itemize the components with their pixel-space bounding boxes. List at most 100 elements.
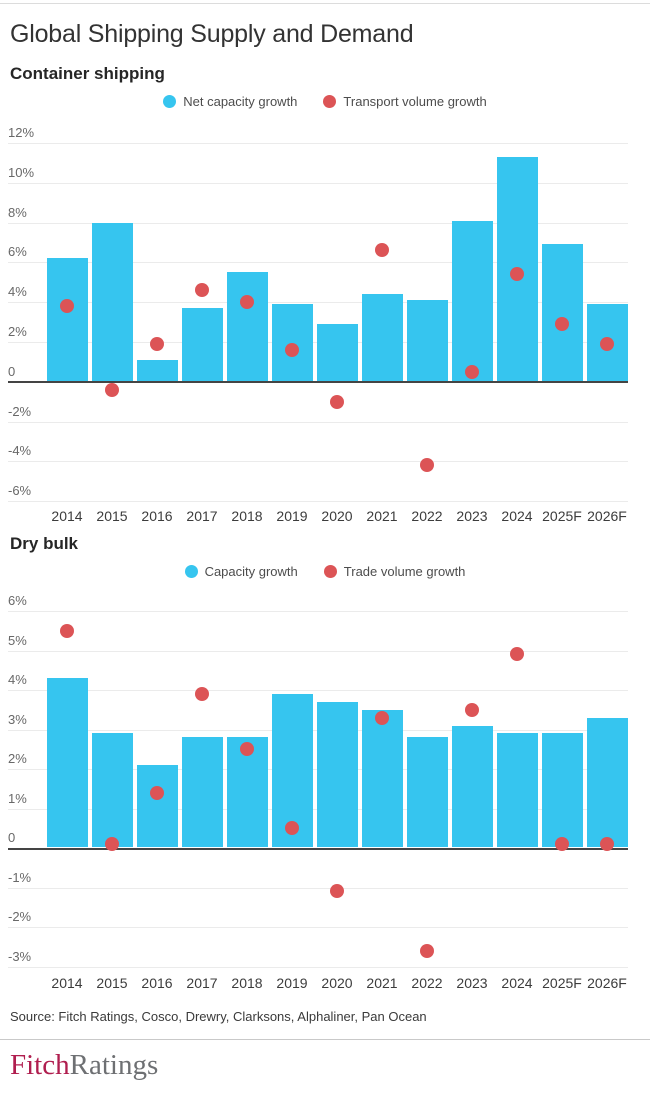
y-tick-label: -2% — [8, 909, 32, 924]
dot-2019 — [285, 342, 299, 357]
bar-2017 — [181, 308, 223, 381]
bar-2021 — [361, 294, 403, 381]
x-tick-label: 2023 — [456, 974, 488, 991]
bar-2024 — [496, 733, 538, 847]
x-tick-label: 2016 — [141, 508, 173, 525]
x-tick-label: 2022 — [411, 508, 443, 525]
blue-dot-icon — [184, 564, 198, 578]
top-rule — [0, 3, 650, 4]
x-tick-label: 2018 — [231, 508, 263, 525]
dot-2014 — [60, 623, 74, 638]
legend-item-capacity-growth: Capacity growth — [184, 563, 298, 579]
chart2-title: Dry bulk — [10, 534, 79, 553]
dot-2025F — [555, 837, 569, 852]
bar-2025F — [541, 244, 583, 381]
bar-2015 — [91, 733, 133, 847]
y-tick-label: -1% — [8, 869, 32, 885]
source-text: Source: Fitch Ratings, Cosco, Drewry, Cl… — [10, 1009, 427, 1024]
y-tick-label: -4% — [8, 443, 32, 459]
dot-2015 — [105, 382, 119, 397]
bar-2022 — [406, 300, 448, 381]
dry-bulk-plot: 6% 5% 4% 3% 2% 1% 0 -1% -2% -3% 2014 2015 2016 2017 20… — [0, 593, 650, 993]
x-tick-label: 2022 — [411, 974, 443, 991]
bar-2017 — [181, 737, 223, 847]
bar-2019 — [271, 304, 313, 381]
red-dot-icon — [323, 94, 337, 108]
y-tick-label: 4% — [8, 284, 27, 300]
x-tick-label: 2014 — [51, 508, 83, 525]
bar-2021 — [361, 709, 403, 847]
x-tick-label: 2023 — [456, 508, 488, 525]
dot-2024 — [510, 647, 524, 662]
x-tick-label: 2014 — [51, 974, 83, 991]
dot-2017 — [195, 283, 209, 298]
logo-ratings-text: Ratings — [69, 1049, 159, 1081]
x-tick-label: 2025F — [542, 508, 582, 525]
y-tick-label: 1% — [8, 790, 27, 806]
gridline — [8, 501, 628, 503]
bar-2014 — [46, 258, 88, 381]
x-tick-label: 2021 — [366, 508, 398, 525]
x-tick-label: 2021 — [366, 974, 398, 991]
x-tick-label: 2026F — [587, 508, 627, 525]
y-tick-label: 2% — [8, 751, 27, 766]
dot-2022 — [420, 458, 434, 473]
bar-2016 — [136, 359, 178, 381]
bar-2016 — [136, 765, 178, 847]
x-tick-label: 2020 — [321, 974, 353, 991]
chart1-title: Container shipping — [10, 64, 165, 83]
gridline — [8, 690, 628, 691]
x-tick-label: 2019 — [276, 974, 308, 991]
y-tick-label: 5% — [8, 632, 27, 648]
bar-2022 — [406, 737, 448, 847]
x-tick-label: 2019 — [276, 508, 308, 525]
logo-fitch-text: Fitch — [10, 1049, 70, 1081]
gridline — [8, 461, 628, 463]
gridline — [8, 143, 628, 144]
gridline — [8, 887, 628, 889]
x-tick-label: 2025F — [542, 974, 582, 991]
y-tick-label: 12% — [8, 125, 35, 140]
x-tick-label: 2018 — [231, 974, 263, 991]
y-tick-label: -3% — [8, 948, 32, 964]
gridline — [8, 927, 628, 928]
gridline — [8, 302, 628, 304]
y-tick-label: 0 — [8, 363, 16, 379]
fitch-ratings-logo: FitchRatings — [10, 1049, 640, 1082]
zero-axis-line — [8, 381, 628, 384]
gridline — [8, 966, 628, 968]
legend-item-transport-volume-growth: Transport volume growth — [323, 94, 487, 109]
y-tick-label: 6% — [8, 593, 27, 608]
dot-2026F — [600, 336, 614, 351]
x-tick-label: 2015 — [96, 508, 128, 525]
dot-2020 — [330, 394, 344, 409]
legend-label: Trade volume growth — [343, 563, 466, 579]
y-tick-label: 10% — [8, 164, 35, 180]
bar-2025F — [541, 733, 583, 847]
dot-2017 — [195, 686, 209, 701]
y-tick-label: 8% — [8, 204, 27, 220]
container-shipping-plot: 12% 10% 8% 6% 4% 2% 0 -2% -4% -6% 2014 2015 2016 2017… — [0, 123, 650, 529]
x-tick-label: 2024 — [501, 508, 533, 525]
bar-2023 — [451, 220, 493, 381]
dot-2014 — [60, 299, 74, 314]
x-tick-label: 2015 — [96, 974, 128, 991]
legend-item-net-capacity-growth: Net capacity growth — [163, 94, 297, 109]
legend-label: Capacity growth — [204, 563, 298, 579]
bar-2018 — [226, 272, 268, 381]
page-title: Global Shipping Supply and Demand — [10, 20, 414, 48]
legend-item-trade-volume-growth: Trade volume growth — [323, 563, 466, 579]
footer-divider — [0, 1039, 650, 1040]
gridline — [8, 222, 628, 224]
y-tick-label: 4% — [8, 672, 27, 687]
dot-2023 — [465, 702, 479, 717]
y-tick-label: 2% — [8, 324, 27, 339]
dot-2021 — [375, 243, 389, 258]
bar-2020 — [316, 324, 358, 381]
dot-2022 — [420, 943, 434, 958]
y-tick-label: -2% — [8, 403, 32, 419]
dot-2019 — [285, 821, 299, 836]
bar-2020 — [316, 701, 358, 847]
dot-2016 — [150, 336, 164, 351]
gridline — [8, 182, 628, 184]
